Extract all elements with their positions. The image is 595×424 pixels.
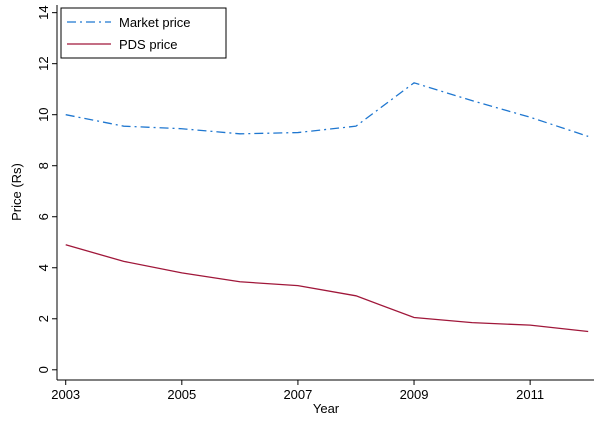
y-tick-label: 14 xyxy=(36,5,51,19)
x-tick-label: 2011 xyxy=(516,387,544,402)
x-tick-label: 2003 xyxy=(51,387,80,402)
series-line xyxy=(65,244,589,333)
y-tick-label: 10 xyxy=(36,107,51,121)
y-tick-label: 2 xyxy=(36,315,51,322)
y-tick-label: 4 xyxy=(36,264,51,271)
x-axis-label: Year xyxy=(313,401,340,416)
y-tick-label: 8 xyxy=(36,162,51,169)
series-line xyxy=(65,82,589,137)
legend-box xyxy=(60,7,227,59)
legend-label: Market price xyxy=(119,15,191,30)
x-tick-label: 2009 xyxy=(400,387,429,402)
legend-label: PDS price xyxy=(119,37,178,52)
x-tick-label: 2005 xyxy=(167,387,196,402)
y-tick-label: 0 xyxy=(36,366,51,373)
y-tick-label: 12 xyxy=(36,56,51,70)
y-axis-label: Price (Rs) xyxy=(9,163,24,221)
y-tick-label: 6 xyxy=(36,213,51,220)
x-tick-label: 2007 xyxy=(283,387,312,402)
